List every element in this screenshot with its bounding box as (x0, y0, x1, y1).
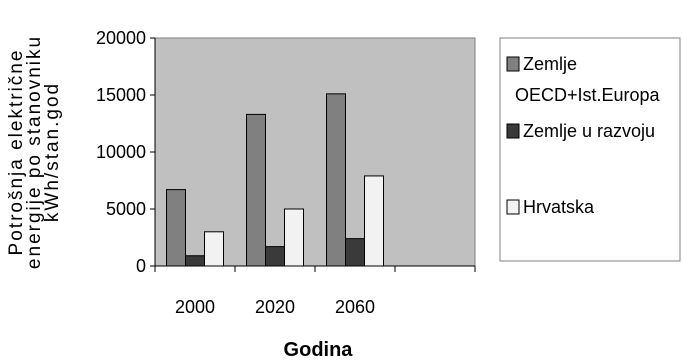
legend-label: Zemlje u razvoju (523, 121, 655, 141)
bar-zemlje-oecd-ist-europa-2000 (166, 189, 186, 267)
bar-zemlje-oecd-ist-europa-2020 (246, 113, 266, 267)
legend-label: OECD+Ist.Europa (515, 85, 661, 105)
bar-hrvatska-2060 (364, 175, 384, 267)
y-axis: 0 5000 10000 15000 20000 (96, 28, 156, 276)
bar-zemlje-oecd-ist-europa-2060 (326, 93, 346, 267)
y-axis-title-line: energije po stanovniku (24, 35, 45, 269)
y-axis-title-line: Potrošnja električne (6, 49, 27, 256)
plot-area (154, 37, 476, 267)
x-tick-label: 2060 (335, 297, 375, 317)
bar-zemlje-u-razvoju-2020 (265, 246, 285, 267)
y-tick-label: 15000 (96, 85, 146, 105)
legend-label: Zemlje (523, 54, 577, 74)
legend (499, 37, 681, 262)
bar-zemlje-u-razvoju-2000 (185, 255, 205, 267)
x-axis-title: Godina (284, 339, 354, 361)
bar-hrvatska-2020 (284, 208, 304, 267)
legend-entries: Zemlje OECD+Ist.Europa Zemlje u razvoju Hrv… (506, 54, 661, 217)
legend-label: Hrvatska (523, 197, 595, 217)
x-tick-label: 2020 (255, 297, 295, 317)
y-axis-title-line: kWh/stan.god (42, 82, 63, 222)
y-tick-label: 10000 (96, 142, 146, 162)
bar-zemlje-u-razvoju-2060 (345, 238, 365, 267)
x-tick-label: 2000 (175, 297, 215, 317)
bar-hrvatska-2000 (204, 231, 224, 267)
y-tick-label: 20000 (96, 28, 146, 48)
y-tick-label: 0 (136, 256, 146, 276)
x-axis: 2000 2020 2060 (154, 265, 476, 317)
legend-swatch (506, 123, 520, 139)
legend-swatch (506, 199, 520, 215)
bars (166, 93, 384, 267)
y-tick-label: 5000 (106, 199, 146, 219)
legend-swatch (506, 56, 520, 72)
